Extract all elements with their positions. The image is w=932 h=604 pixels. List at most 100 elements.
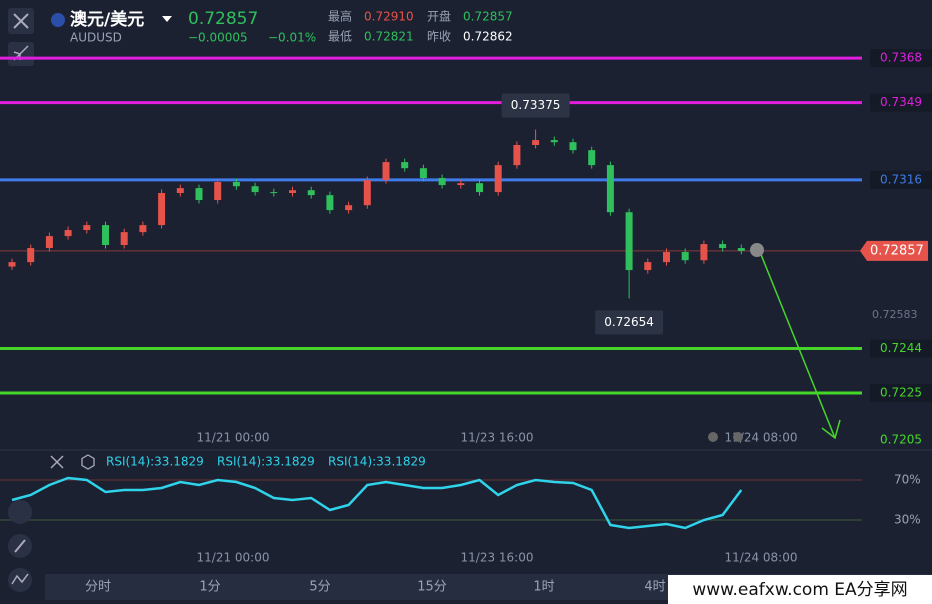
time-label: 11/21 00:00 — [197, 431, 270, 445]
candle-body — [102, 225, 109, 245]
candle-body — [176, 188, 184, 194]
rsi-label: RSI(14):33.1829 — [328, 455, 426, 469]
candle-body — [307, 190, 315, 196]
candle-body — [457, 183, 465, 186]
candle-body — [195, 188, 203, 201]
tabs: 分时 1分 5分 15分 1时 4时 — [85, 580, 666, 595]
level-tag — [870, 93, 932, 112]
time-label: 11/21 00:00 — [197, 551, 270, 565]
change: −0.00005 — [188, 31, 248, 45]
level-label: 0.7225 — [880, 386, 922, 400]
pen-icon — [14, 539, 26, 553]
candle-body — [64, 230, 72, 237]
tab[interactable]: 1时 — [533, 580, 554, 595]
time-label: 11/23 16:00 — [461, 551, 534, 565]
candle-body — [8, 262, 16, 267]
low: 0.72821 — [364, 30, 414, 44]
candle-body — [158, 193, 166, 226]
price-chart: 0.7368 0.7349 0.7316 0.7244 0.7225 0.7205 0.72… — [0, 49, 932, 565]
rsi-tick-label: 70% — [894, 473, 921, 487]
price-tag — [860, 240, 928, 261]
current-price: 0.72857 — [870, 243, 924, 258]
candle-body — [382, 162, 390, 181]
candle-body — [83, 225, 91, 231]
level-label: 0.7349 — [880, 95, 922, 109]
candle-body — [625, 212, 633, 271]
line-icon — [11, 573, 29, 585]
rsi-panel: 70% 30% — [0, 449, 932, 530]
candle-body — [251, 186, 259, 193]
rsi-settings[interactable] — [81, 454, 95, 470]
candle-body — [45, 236, 53, 249]
target-label: 0.7205 — [880, 432, 922, 446]
candle-body — [214, 181, 222, 201]
candle-body — [120, 232, 128, 245]
rsi-label: RSI(14):33.1829 — [217, 455, 315, 469]
annotation: 0.73375 — [511, 98, 561, 112]
tab[interactable]: 1分 — [199, 580, 220, 595]
dot — [733, 432, 743, 442]
tool-button[interactable] — [8, 500, 32, 524]
candle-body — [438, 178, 446, 186]
candle-body — [663, 252, 670, 263]
candle-body — [700, 244, 708, 261]
dropdown[interactable] — [162, 16, 172, 22]
candle-body — [588, 150, 596, 166]
candle-body — [719, 244, 727, 249]
price-axis-label: 0.72583 — [872, 308, 918, 321]
symbol: AUDUSD — [70, 31, 122, 45]
change-pct: −0.01% — [268, 31, 316, 45]
candle-body — [476, 183, 483, 193]
open-label: 开盘 — [427, 9, 451, 24]
level-tag — [870, 49, 932, 68]
level-tag — [870, 170, 932, 189]
candle-body — [644, 262, 652, 271]
level-label: 0.7368 — [880, 51, 922, 65]
candle-body — [27, 248, 35, 263]
alert-icon[interactable] — [750, 243, 764, 257]
tab[interactable]: 15分 — [417, 580, 447, 595]
candle-body — [737, 248, 745, 251]
prev-label: 昨收 — [427, 30, 451, 44]
high: 0.72910 — [364, 10, 414, 24]
candle-body — [569, 142, 577, 151]
watermark: www.eafxw.com EA分享网 — [692, 580, 907, 600]
level-label: 0.7316 — [880, 172, 922, 186]
forecast-arrow — [759, 251, 841, 440]
close-icon — [13, 13, 29, 29]
low-label: 最低 — [328, 30, 352, 44]
candle-body — [363, 180, 371, 206]
annotation-box — [501, 93, 570, 118]
tab[interactable]: 5分 — [309, 580, 330, 595]
candle-body — [532, 140, 540, 145]
candle-body — [606, 165, 614, 213]
tab[interactable]: 分时 — [85, 580, 111, 595]
candle-body — [289, 190, 296, 194]
watermark-bg — [668, 575, 932, 604]
price: 0.72857 — [188, 9, 258, 29]
prev: 0.72862 — [463, 30, 513, 44]
annotation: 0.72654 — [604, 315, 654, 329]
candle-body — [419, 168, 427, 179]
candle-body — [232, 181, 240, 187]
tab[interactable]: 4时 — [644, 580, 665, 595]
high-label: 最高 — [328, 9, 352, 24]
level-tag — [870, 339, 932, 358]
time-label: 11/23 16:00 — [461, 431, 534, 445]
level-tag — [870, 384, 932, 403]
pair[interactable]: 澳元/美元 — [70, 9, 144, 30]
candle-body — [139, 225, 147, 233]
annotation-box — [595, 310, 664, 335]
rsi-tick-label: 30% — [894, 513, 921, 527]
time-label: 11/24 08:00 — [725, 431, 798, 445]
flag — [51, 13, 65, 27]
open: 0.72857 — [463, 10, 513, 24]
time-label: 11/24 08:00 — [725, 551, 798, 565]
rsi-close[interactable] — [50, 455, 64, 469]
candle-body — [345, 205, 353, 211]
candle-body — [550, 140, 558, 143]
candle-body — [494, 165, 502, 193]
candle-body — [681, 252, 689, 261]
